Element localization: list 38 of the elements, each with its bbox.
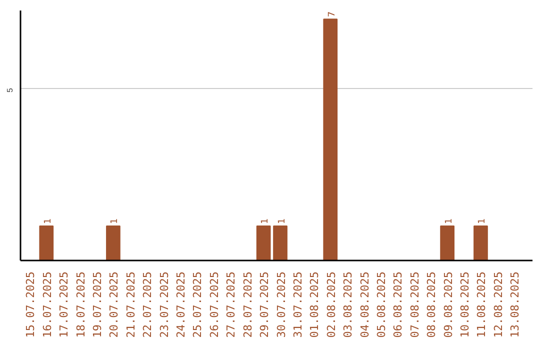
x-tick-label: 09.08.2025 [442,271,455,338]
x-tick-label: 13.08.2025 [508,271,522,338]
x-tick-label: 23.07.2025 [158,271,171,338]
x-tick-label: 19.07.2025 [91,271,104,338]
data-label: 1 [43,218,54,224]
data-label: 1 [444,218,454,224]
x-tick-label: 26.07.2025 [208,271,221,338]
x-tick-label: 28.07.2025 [241,271,254,338]
x-tick-label: 24.07.2025 [174,271,188,338]
x-tick-label: 10.08.2025 [458,271,472,338]
x-tick-label: 29.07.2025 [258,271,272,338]
x-tick-label: 16.07.2025 [40,271,54,338]
x-tick-label: 22.07.2025 [141,271,154,338]
x-tick-label: 25.07.2025 [191,271,204,338]
x-tick-label: 18.07.2025 [74,271,88,338]
data-label: 7 [327,11,338,18]
x-tick-label: 15.07.2025 [24,271,38,338]
x-tick-label: 21.07.2025 [124,271,138,338]
x-tick-label: 03.08.2025 [342,271,355,338]
x-tick-label: 04.08.2025 [358,271,372,338]
data-label: 1 [478,218,488,224]
x-tick-label: 20.07.2025 [108,271,121,338]
x-tick-label: 05.08.2025 [374,271,388,338]
data-label: 1 [277,218,288,224]
data-label: 1 [110,218,120,224]
x-tick-label: 01.08.2025 [308,271,322,338]
x-tick-label: 30.07.2025 [274,271,288,338]
data-label: 1 [260,218,271,224]
x-tick-label: 12.08.2025 [492,271,505,338]
x-tick-label: 07.08.2025 [408,271,422,338]
x-tick-label: 27.07.2025 [224,271,238,338]
x-tick-label: 06.08.2025 [392,271,405,338]
x-tick-label: 08.08.2025 [425,271,438,338]
x-tick-label: 11.08.2025 [475,271,488,338]
x-tick-label: 02.08.2025 [324,271,338,338]
y-tick-label: 5 [6,88,14,93]
x-tick-label: 17.07.2025 [58,271,71,338]
x-tick-label: 31.07.2025 [291,271,304,338]
